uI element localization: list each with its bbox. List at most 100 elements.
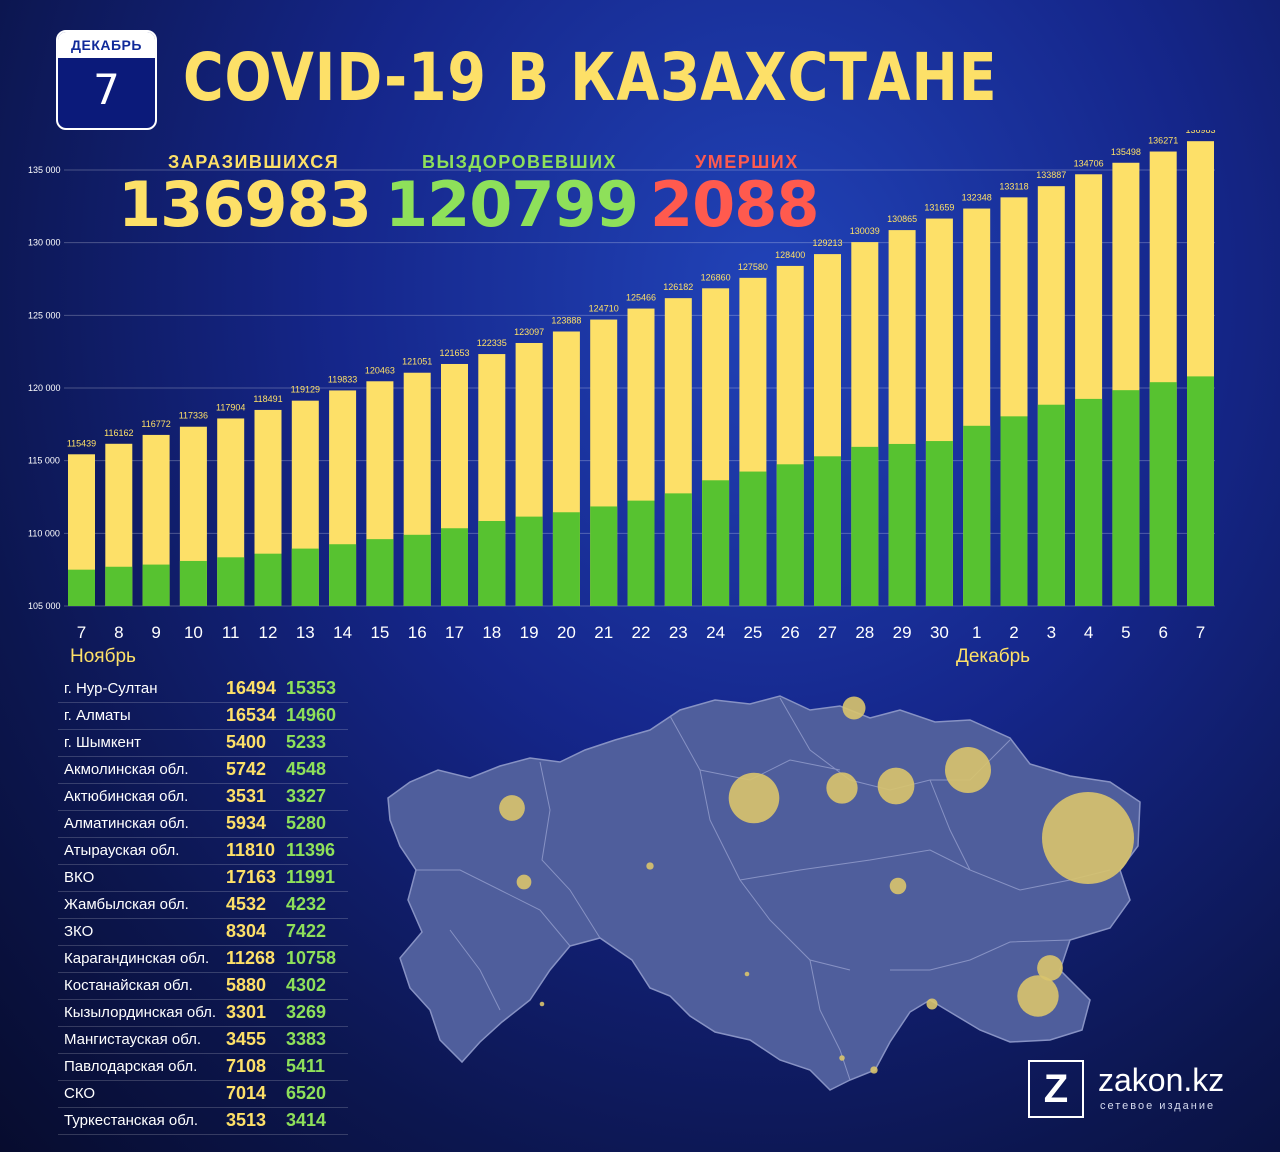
data-label: 116162 xyxy=(104,428,133,438)
region-recovered: 3414 xyxy=(286,1110,327,1130)
region-recovered: 5411 xyxy=(286,1056,326,1076)
bar-recovered xyxy=(851,446,879,606)
map-bubble xyxy=(889,877,907,895)
region-infected: 3513 xyxy=(226,1110,267,1130)
map-bubble xyxy=(1042,792,1134,884)
map-bubble xyxy=(826,772,858,804)
bar-recovered xyxy=(888,443,916,606)
bar-recovered xyxy=(478,520,506,606)
map-bubble xyxy=(539,1001,545,1007)
data-label: 136983 xyxy=(1185,130,1215,135)
data-label: 119833 xyxy=(328,374,357,384)
table-row: Алматинская обл. 5934 5280 xyxy=(58,811,348,838)
region-recovered: 11396 xyxy=(286,840,336,860)
region-recovered: 3383 xyxy=(286,1029,327,1049)
date-month: ДЕКАБРЬ xyxy=(58,32,155,58)
data-label: 123888 xyxy=(551,315,581,325)
bar-recovered xyxy=(925,441,953,606)
bar-recovered xyxy=(217,557,245,606)
logo-tagline: сетевое издание xyxy=(1100,1100,1216,1112)
bar-recovered xyxy=(515,516,543,606)
region-recovered: 5233 xyxy=(286,732,327,752)
region-name: Мангистауская обл. xyxy=(64,1031,202,1048)
bar-recovered xyxy=(179,560,207,606)
x-tick-label: 15 xyxy=(370,623,389,642)
region-recovered: 4548 xyxy=(286,759,327,779)
x-tick-label: 14 xyxy=(333,623,352,642)
bar-recovered xyxy=(590,506,618,606)
bar-recovered xyxy=(627,500,655,606)
region-infected: 5742 xyxy=(226,759,267,779)
region-recovered: 3269 xyxy=(286,1002,327,1022)
data-label: 127580 xyxy=(738,262,768,272)
x-tick-label: 4 xyxy=(1084,623,1093,642)
y-tick-label: 105 000 xyxy=(28,601,61,611)
region-infected: 3531 xyxy=(226,786,267,806)
table-row: Кызылординская обл. 3301 3269 xyxy=(58,1000,348,1027)
bar-recovered xyxy=(403,534,431,606)
map-bubble xyxy=(926,998,938,1010)
x-tick-label: 1 xyxy=(972,623,981,642)
table-row: г. Алматы 16534 14960 xyxy=(58,703,348,730)
table-row: Павлодарская обл. 7108 5411 xyxy=(58,1054,348,1081)
y-tick-label: 135 000 xyxy=(28,165,61,175)
data-label: 126860 xyxy=(701,272,731,282)
region-recovered: 15353 xyxy=(286,678,337,698)
region-name: Кызылординская обл. xyxy=(64,1004,217,1021)
x-tick-label: 10 xyxy=(184,623,203,642)
table-row: г. Шымкент 5400 5233 xyxy=(58,730,348,757)
data-label: 128400 xyxy=(775,250,805,260)
region-name: Жамбылская обл. xyxy=(64,896,189,913)
x-tick-label: 23 xyxy=(669,623,688,642)
bar-recovered xyxy=(552,512,580,606)
date-day: 7 xyxy=(93,65,120,114)
bar-recovered xyxy=(254,553,282,606)
region-name: г. Шымкент xyxy=(64,734,142,751)
region-name: СКО xyxy=(64,1085,96,1102)
region-infected: 5934 xyxy=(226,813,267,833)
map-bubble xyxy=(646,862,654,870)
map-bubble xyxy=(744,971,750,977)
y-tick-label: 120 000 xyxy=(28,383,61,393)
y-tick-label: 110 000 xyxy=(28,528,60,538)
data-label: 130865 xyxy=(887,214,917,224)
data-label: 135498 xyxy=(1111,147,1141,157)
region-table: г. Нур-Султан 16494 15353 г. Алматы 16534 149… xyxy=(58,676,348,1135)
table-row: Жамбылская обл. 4532 4232 xyxy=(58,892,348,919)
x-tick-label: 18 xyxy=(482,623,501,642)
data-label: 134706 xyxy=(1074,158,1104,168)
x-tick-label: 12 xyxy=(259,623,278,642)
data-label: 129213 xyxy=(812,238,842,248)
x-tick-label: 7 xyxy=(77,623,86,642)
data-label: 124710 xyxy=(589,304,619,314)
bar-recovered xyxy=(1149,382,1177,606)
region-recovered: 11991 xyxy=(286,867,336,887)
table-row: Костанайская обл. 5880 4302 xyxy=(58,973,348,1000)
region-infected: 11268 xyxy=(226,948,276,968)
region-infected: 17163 xyxy=(226,867,277,887)
table-row: г. Нур-Султан 16494 15353 xyxy=(58,676,348,703)
x-tick-label: 5 xyxy=(1121,623,1130,642)
table-row: Атырауская обл. 11810 11396 xyxy=(58,838,348,865)
bar-recovered xyxy=(142,564,170,606)
x-tick-label: 3 xyxy=(1047,623,1056,642)
region-infected: 5880 xyxy=(226,975,267,995)
region-infected: 7108 xyxy=(226,1056,267,1076)
infected-value: 136983 xyxy=(118,168,372,241)
cases-bar-chart: 105 000 110 000 115 000 120 000 125 000 130 0… xyxy=(28,130,1216,667)
logo-name: zakon.kz xyxy=(1098,1062,1225,1098)
deaths-value: 2088 xyxy=(650,168,820,241)
x-tick-label: 9 xyxy=(151,623,160,642)
x-tick-label: 19 xyxy=(520,623,539,642)
deaths-label: УМЕРШИХ xyxy=(695,152,799,172)
region-infected: 7014 xyxy=(226,1083,267,1103)
region-recovered: 14960 xyxy=(286,705,337,725)
data-label: 117336 xyxy=(179,411,208,421)
region-name: Павлодарская обл. xyxy=(64,1058,198,1075)
y-tick-label: 130 000 xyxy=(28,238,61,248)
data-label: 132348 xyxy=(962,193,992,203)
y-tick-label: 115 000 xyxy=(28,456,60,466)
region-recovered: 10758 xyxy=(286,948,337,968)
x-tick-label: 6 xyxy=(1158,623,1167,642)
region-recovered: 4302 xyxy=(286,975,327,995)
